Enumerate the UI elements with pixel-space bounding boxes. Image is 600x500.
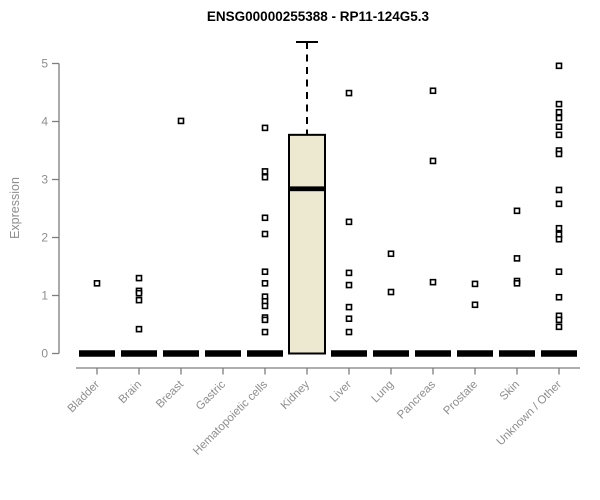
boxplot-group [205, 350, 241, 357]
outlier-point [345, 328, 353, 336]
y-tick-label: 4 [41, 115, 48, 129]
boxplot-group [373, 250, 409, 357]
outlier-point [93, 280, 101, 287]
outlier-point [261, 214, 269, 222]
outlier-point [345, 218, 353, 226]
outlier-point [555, 268, 563, 276]
boxplot-group [415, 87, 451, 357]
outlier-point [513, 207, 521, 215]
y-axis-title: Expression [8, 177, 22, 239]
outlier-point [261, 173, 269, 181]
box [288, 133, 326, 355]
y-tick-label: 0 [41, 347, 48, 361]
x-category-label: Gastric [194, 378, 228, 412]
outlier-point [555, 62, 563, 70]
boxplot-group [288, 41, 326, 355]
outlier-point [555, 150, 563, 158]
collapsed-box [457, 350, 493, 357]
outlier-point [555, 224, 563, 232]
outlier-point [345, 269, 353, 277]
outlier-point [345, 281, 353, 289]
boxplot-group [247, 124, 283, 357]
outlier-point [261, 168, 269, 175]
x-category-label: Pancreas [395, 378, 438, 421]
outlier-point [513, 280, 521, 287]
collapsed-box [541, 350, 577, 357]
boxplot-group [457, 280, 493, 357]
outlier-point [387, 288, 395, 296]
y-tick-label: 2 [41, 231, 48, 245]
x-category-label: Kidney [279, 378, 313, 412]
x-category-label: Brain [117, 379, 144, 406]
outlier-point [555, 108, 563, 116]
collapsed-box [499, 350, 535, 357]
outlier-point [135, 296, 143, 304]
outlier-point [345, 89, 353, 97]
outlier-point [345, 315, 353, 323]
outlier-point [135, 325, 143, 333]
x-category-label: Prostate [441, 379, 480, 418]
x-category-label: Bladder [66, 379, 103, 416]
boxplot-group [499, 207, 535, 357]
outlier-point [429, 278, 437, 286]
outlier-point [261, 230, 269, 238]
outlier-point [261, 268, 269, 276]
boxplot-data-layer [79, 41, 577, 357]
collapsed-box [247, 350, 283, 357]
x-category-label: Breast [154, 378, 187, 411]
boxplot-group [121, 274, 157, 357]
median-line [289, 186, 325, 192]
boxplot-group [79, 280, 115, 357]
outlier-point [555, 100, 563, 108]
outlier-point [555, 123, 563, 131]
outlier-point [513, 255, 521, 262]
collapsed-box [331, 350, 367, 357]
outlier-point [555, 293, 563, 301]
y-tick-label: 5 [41, 57, 48, 71]
outlier-point [261, 124, 269, 132]
collapsed-box [415, 350, 451, 357]
outlier-point [555, 323, 563, 331]
collapsed-box [79, 350, 115, 357]
outlier-point [387, 250, 395, 258]
collapsed-box [121, 350, 157, 357]
outlier-point [135, 289, 143, 297]
outlier-point [345, 303, 353, 311]
boxplot-group [163, 117, 199, 357]
outlier-point [555, 131, 563, 139]
outlier-point [177, 117, 185, 125]
outlier-point [555, 200, 563, 208]
x-category-label: Hematopoietic cells [191, 378, 270, 457]
y-tick-label: 1 [41, 289, 48, 303]
outlier-point [261, 302, 269, 310]
outlier-point [261, 328, 269, 336]
y-tick-label: 3 [41, 173, 48, 187]
outlier-point [471, 301, 479, 309]
x-category-label: Skin [498, 379, 522, 403]
x-category-label: Lung [370, 379, 397, 406]
outlier-point [555, 114, 563, 122]
collapsed-box [373, 350, 409, 357]
outlier-point [429, 157, 437, 165]
outlier-point [135, 274, 143, 282]
x-category-label: Liver [328, 379, 354, 405]
chart-title: ENSG00000255388 - RP11-124G5.3 [207, 9, 430, 24]
outlier-point [429, 87, 437, 95]
outlier-point [261, 316, 269, 324]
boxplot-group [331, 89, 367, 357]
outlier-point [555, 316, 563, 324]
outlier-point [555, 186, 563, 194]
collapsed-box [205, 350, 241, 357]
collapsed-box [163, 350, 199, 357]
outlier-point [261, 280, 269, 287]
outlier-point [555, 235, 563, 243]
outlier-point [471, 280, 479, 288]
boxplot-group [541, 62, 577, 357]
